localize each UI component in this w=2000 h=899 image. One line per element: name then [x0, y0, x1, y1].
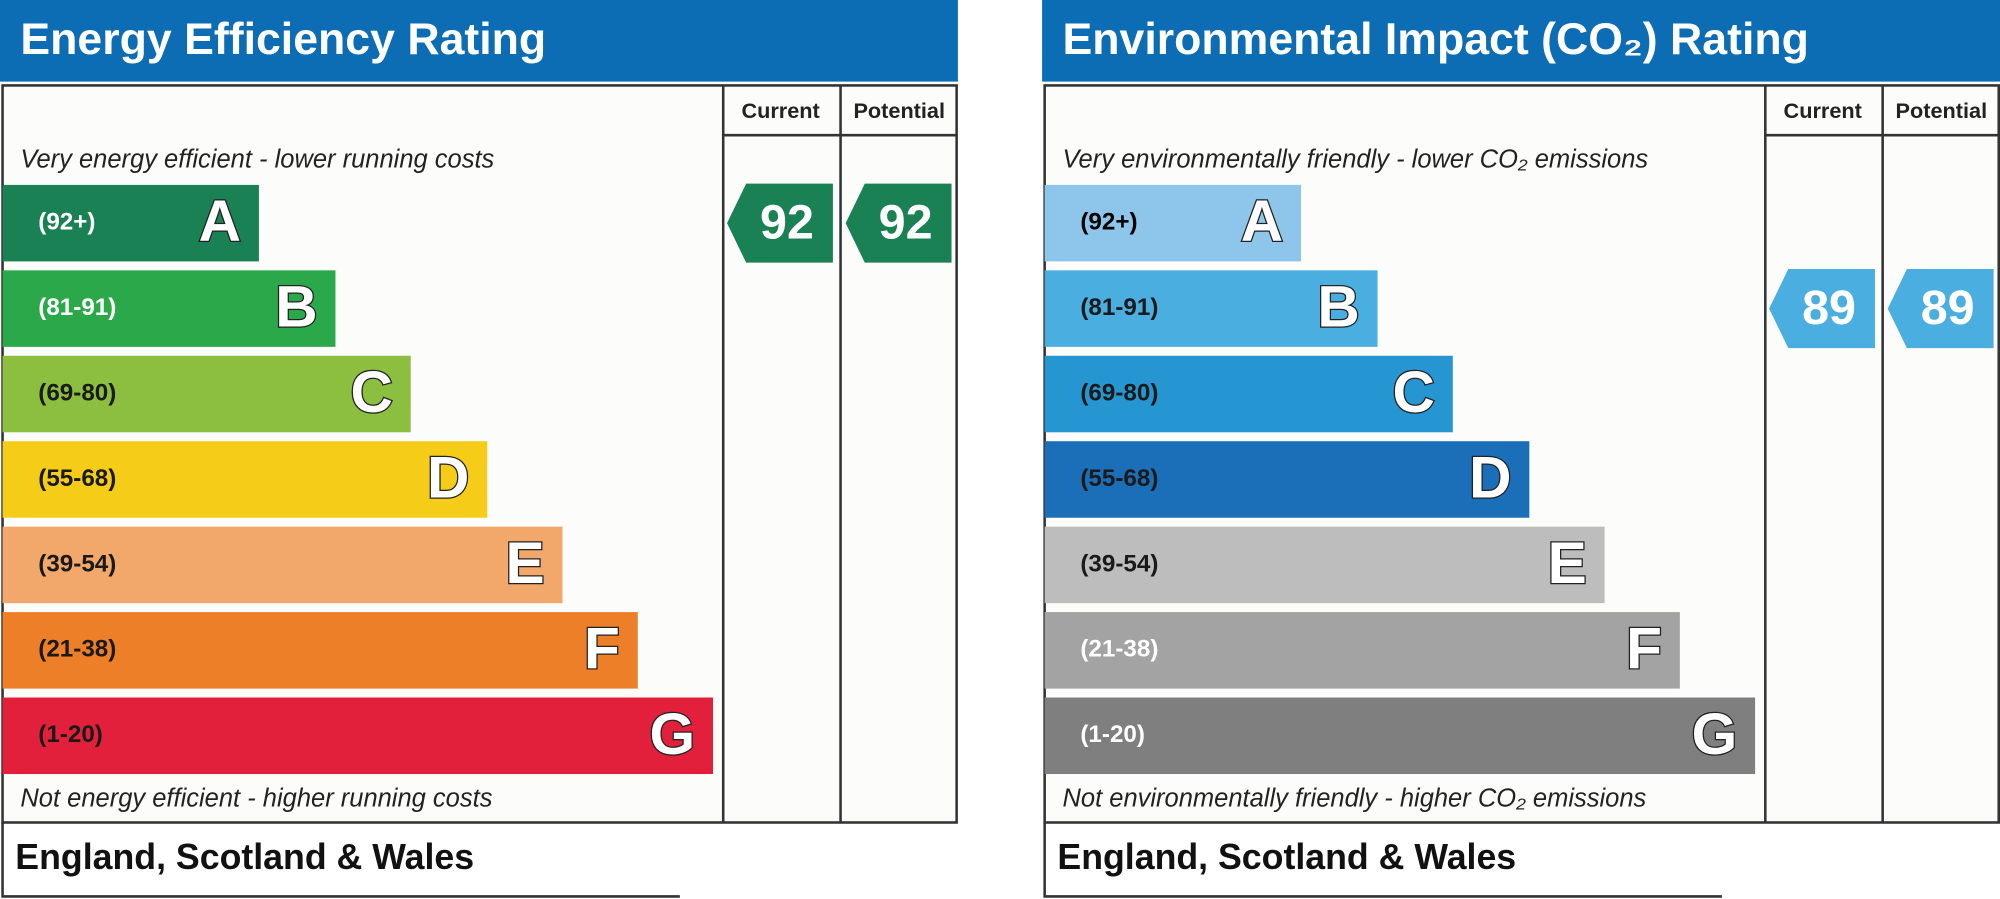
- rating-arrow: [727, 183, 833, 263]
- band-range: (55-68): [38, 465, 116, 492]
- band-letter: C: [350, 360, 392, 425]
- band-range: (1-20): [1080, 721, 1145, 748]
- panel-title: Energy Efficiency Rating: [20, 15, 546, 64]
- column-header: Potential: [853, 98, 945, 123]
- band-range: (69-80): [1080, 379, 1158, 406]
- band-range: (81-91): [1080, 294, 1158, 321]
- band-letter: B: [1317, 275, 1359, 340]
- band-range: (55-68): [1080, 465, 1158, 492]
- rating-band: [2, 612, 638, 689]
- rating-band: [1044, 526, 1605, 604]
- band-range: (21-38): [38, 636, 116, 663]
- rating-arrow: [845, 183, 952, 263]
- rating-band: [1044, 270, 1378, 347]
- band-letter: G: [1692, 702, 1738, 767]
- rating-arrow: [1887, 269, 1994, 349]
- rating-value: 89: [1802, 281, 1856, 335]
- band-range: (39-54): [1080, 550, 1158, 577]
- footer-frame: [1043, 822, 1722, 898]
- rating-band: [1044, 184, 1302, 262]
- panel-title: Environmental Impact (CO₂) Rating: [1063, 15, 1809, 64]
- band-letter: B: [275, 275, 317, 340]
- column-header: Current: [1784, 98, 1862, 123]
- band-letter: G: [650, 702, 696, 767]
- footer-text: England, Scotland & Wales: [1057, 837, 1516, 877]
- band-letter: A: [1241, 189, 1283, 254]
- rating-band: [2, 355, 411, 433]
- top-note: Very energy efficient - lower running co…: [20, 145, 494, 173]
- rating-value: 89: [1921, 281, 1975, 335]
- rating-band: [2, 526, 563, 604]
- bottom-note: Not environmentally friendly - higher CO…: [1063, 784, 1647, 812]
- band-letter: E: [1548, 531, 1587, 596]
- band-letter: C: [1393, 360, 1435, 425]
- band-letter: D: [427, 446, 469, 511]
- rating-value: 92: [879, 196, 933, 250]
- band-range: (21-38): [1080, 636, 1158, 663]
- footer-frame: [1, 822, 680, 898]
- rating-band: [1044, 355, 1453, 433]
- band-letter: A: [199, 189, 241, 254]
- band-letter: E: [506, 531, 545, 596]
- band-range: (92+): [38, 209, 95, 236]
- rating-band: [2, 184, 259, 262]
- top-note: Very environmentally friendly - lower CO…: [1063, 145, 1649, 173]
- rating-band: [2, 270, 336, 347]
- rating-arrow: [1769, 269, 1875, 349]
- band-range: (92+): [1080, 209, 1137, 236]
- column-header: Potential: [1896, 98, 1988, 123]
- footer-text: England, Scotland & Wales: [15, 837, 474, 877]
- rating-band: [2, 441, 488, 518]
- title-bar: [0, 0, 958, 82]
- band-letter: D: [1469, 446, 1511, 511]
- band-range: (69-80): [38, 379, 116, 406]
- column-header: Current: [741, 98, 819, 123]
- rating-band: [1044, 612, 1680, 689]
- rating-band: [1044, 697, 1756, 775]
- bottom-note: Not energy efficient - higher running co…: [20, 784, 492, 812]
- band-range: (1-20): [38, 721, 103, 748]
- band-letter: F: [1626, 616, 1662, 681]
- band-range: (39-54): [38, 550, 116, 577]
- band-range: (81-91): [38, 294, 116, 321]
- band-letter: F: [584, 616, 620, 681]
- rating-value: 92: [760, 196, 814, 250]
- rating-band: [1044, 441, 1530, 518]
- rating-band: [2, 697, 714, 775]
- title-bar: [1042, 0, 2000, 82]
